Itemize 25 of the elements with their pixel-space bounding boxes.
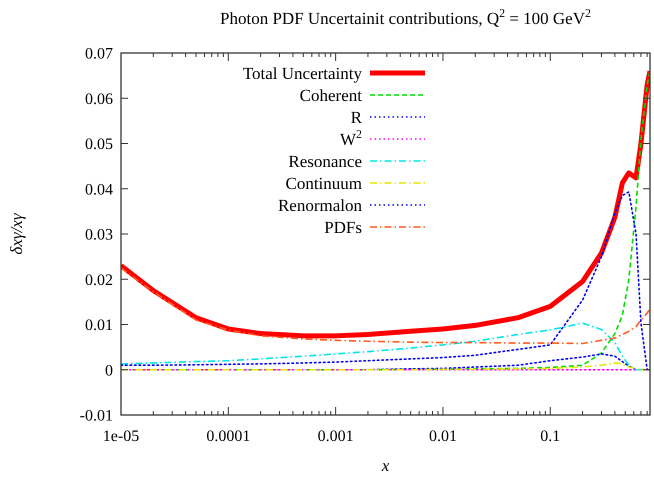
legend-label: Continuum <box>285 174 362 193</box>
legend-label: Coherent <box>300 86 362 105</box>
legend-label: W$^{2}$ <box>340 126 362 149</box>
legend-label: PDFs <box>324 218 362 237</box>
x-tick-label: 0.0001 <box>206 428 250 445</box>
x-tick-label: 1e-05 <box>102 428 140 445</box>
legend-label: Renormalon <box>278 196 362 215</box>
y-tick-label: 0.01 <box>85 317 113 334</box>
y-tick-label: 0.07 <box>85 46 113 63</box>
legend-label: R <box>350 108 363 127</box>
x-axis-title: x <box>380 456 390 475</box>
y-tick-label: 0.02 <box>85 272 113 289</box>
y-axis-title: δxγ/xγ <box>7 212 26 255</box>
y-tick-label: 0.04 <box>85 181 113 198</box>
y-tick-label: -0.01 <box>80 408 113 425</box>
x-tick-label: 0.01 <box>428 428 457 445</box>
legend-label: Total Uncertainty <box>242 64 362 83</box>
y-tick-label: 0 <box>105 362 113 380</box>
legend-label: Resonance <box>288 152 362 171</box>
chart-title: Photon PDF Uncertainit contributions, Q$^{2}$ = 100 GeV$^{2}$ <box>220 6 592 28</box>
y-tick-label: 0.06 <box>85 90 113 108</box>
y-tick-label: 0.03 <box>85 226 113 244</box>
x-tick-label: 0.1 <box>540 428 560 445</box>
x-tick-label: 0.001 <box>318 428 354 445</box>
y-tick-label: 0.05 <box>85 136 113 154</box>
